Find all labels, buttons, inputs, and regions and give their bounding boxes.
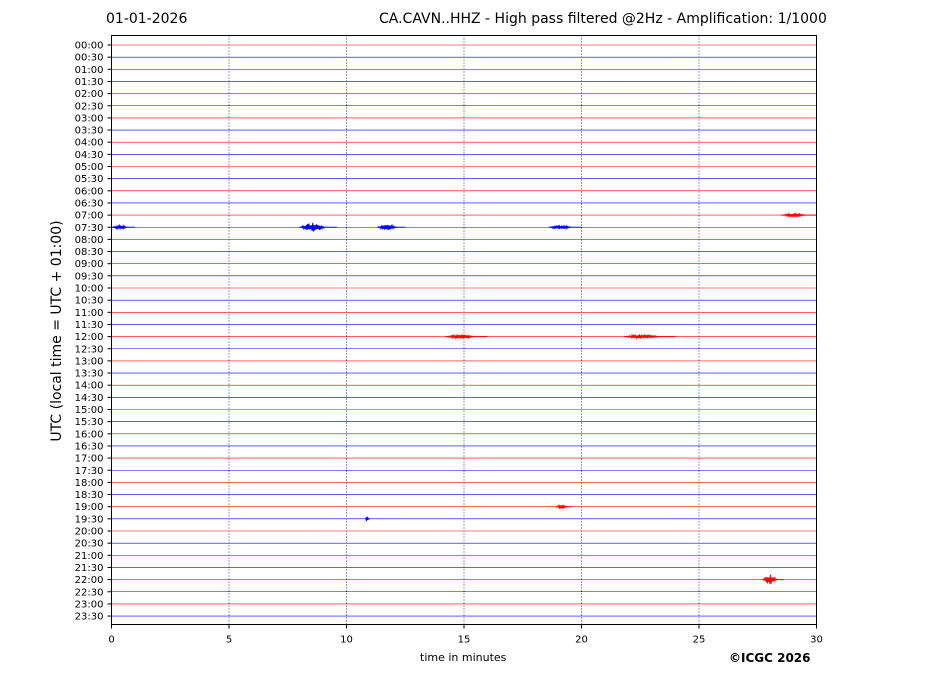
event-marks	[111, 212, 817, 585]
y-tick-label: 11:30	[75, 320, 104, 331]
y-tick-label: 02:00	[75, 89, 104, 100]
event-burst	[762, 574, 784, 585]
y-tick-label: 08:00	[75, 235, 104, 246]
y-tick-label: 00:00	[75, 41, 104, 52]
y-tick-label: 00:30	[75, 53, 104, 64]
y-tick-label: 23:30	[75, 612, 104, 623]
x-tick-label: 30	[810, 635, 823, 646]
y-tick-label: 13:00	[75, 356, 104, 367]
y-tick-label: 05:00	[75, 162, 104, 173]
y-tick-label: 16:00	[75, 429, 104, 440]
y-tick-label: 06:00	[75, 186, 104, 197]
y-tick-label: 22:30	[75, 587, 104, 598]
y-tick-label: 10:30	[75, 296, 104, 307]
x-axis-ticks: 0 5 10 15 20 25 30	[108, 624, 823, 646]
y-tick-label: 23:00	[75, 599, 104, 610]
x-tick-label: 20	[575, 635, 588, 646]
y-tick-label: 22:00	[75, 575, 104, 586]
x-tick-label: 25	[693, 635, 706, 646]
y-tick-label: 17:00	[75, 454, 104, 465]
trace-lines	[111, 44, 817, 617]
y-tick-label: 21:00	[75, 551, 104, 562]
y-tick-label: 13:30	[75, 369, 104, 380]
event-burst	[555, 503, 573, 510]
y-tick-label: 10:00	[75, 284, 104, 295]
event-burst	[548, 224, 582, 231]
y-tick-label: 09:00	[75, 259, 104, 270]
y-tick-label: 18:30	[75, 490, 104, 501]
y-tick-label: 06:30	[75, 198, 104, 209]
event-burst	[781, 212, 817, 219]
y-tick-label: 07:00	[75, 211, 104, 222]
y-tick-label: 02:30	[75, 101, 104, 112]
event-burst	[364, 516, 370, 522]
y-tick-label: 01:00	[75, 65, 104, 76]
y-tick-label: 03:00	[75, 113, 104, 124]
copyright-label: ©ICGC 2026	[729, 651, 811, 665]
x-tick-label: 15	[458, 635, 471, 646]
date-label: 01-01-2026	[106, 11, 188, 27]
y-tick-label: 15:00	[75, 405, 104, 416]
plot-frame	[111, 35, 817, 625]
event-burst	[623, 333, 676, 341]
y-tick-label: 16:30	[75, 441, 104, 452]
y-tick-label: 09:30	[75, 271, 104, 282]
y-tick-label: 04:00	[75, 138, 104, 149]
y-tick-label: 03:30	[75, 126, 104, 137]
y-tick-label: 05:30	[75, 174, 104, 185]
y-tick-label: 04:30	[75, 150, 104, 161]
y-tick-label: 01:30	[75, 77, 104, 88]
y-tick-label: 19:00	[75, 502, 104, 513]
y-tick-label: 18:00	[75, 478, 104, 489]
y-tick-label: 08:30	[75, 247, 104, 258]
x-tick-label: 10	[340, 635, 353, 646]
y-tick-label: 11:00	[75, 308, 104, 319]
x-axis-label: time in minutes	[420, 651, 507, 664]
y-tick-label: 19:30	[75, 514, 104, 525]
y-tick-label: 07:30	[75, 223, 104, 234]
event-burst	[377, 224, 406, 231]
y-tick-label: 15:30	[75, 417, 104, 428]
x-tick-label: 5	[226, 635, 232, 646]
y-tick-label: 14:30	[75, 393, 104, 404]
event-burst	[111, 223, 135, 231]
x-tick-label: 0	[108, 635, 114, 646]
y-axis-label: UTC (local time = UTC + 01:00)	[49, 220, 65, 442]
y-tick-label: 20:30	[75, 539, 104, 550]
y-tick-label: 17:30	[75, 466, 104, 477]
y-tick-label: 20:00	[75, 527, 104, 538]
y-tick-label: 12:30	[75, 344, 104, 355]
vertical-grid	[228, 35, 700, 625]
y-tick-label: 21:30	[75, 563, 104, 574]
event-burst	[299, 222, 338, 232]
event-burst	[445, 333, 488, 340]
y-tick-label: 12:00	[75, 332, 104, 343]
y-tick-label: 14:00	[75, 381, 104, 392]
chart-title: CA.CAVN..HHZ - High pass filtered @2Hz -…	[379, 11, 827, 27]
